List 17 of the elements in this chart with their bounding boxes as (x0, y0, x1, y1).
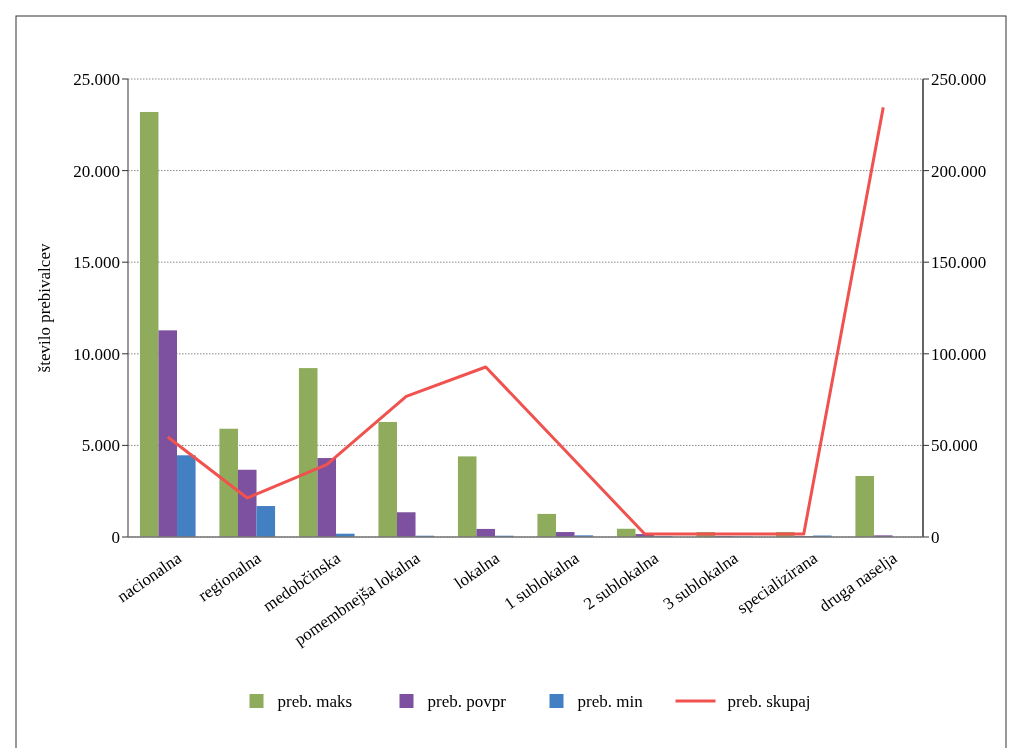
legend-label: preb. povpr (427, 691, 507, 711)
y-axis-title: število prebivalcev (35, 243, 54, 373)
y-tick-label: 5.000 (81, 436, 120, 456)
y2-tick-label: 50.000 (931, 436, 978, 456)
y-tick-label: 0 (111, 527, 120, 547)
y-tick-label: 10.000 (73, 344, 120, 364)
y-tick-label: 25.000 (73, 69, 120, 89)
y2-tick-label: 250.000 (931, 69, 987, 89)
legend-label: preb. skupaj (727, 691, 811, 711)
y2-tick-label: 0 (931, 527, 940, 547)
y2-tick-label: 150.000 (931, 253, 987, 273)
y2-tick-label: 100.000 (931, 344, 987, 364)
legend-label: preb. maks (277, 691, 353, 711)
y2-tick-label: 200.000 (931, 161, 987, 181)
legend-label: preb. min (577, 691, 644, 711)
y-tick-label: 20.000 (73, 161, 120, 181)
y-tick-label: 15.000 (73, 253, 120, 273)
